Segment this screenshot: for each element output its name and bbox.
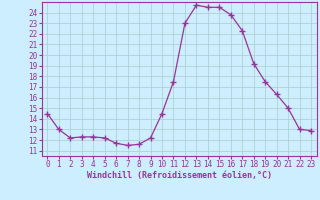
X-axis label: Windchill (Refroidissement éolien,°C): Windchill (Refroidissement éolien,°C) <box>87 171 272 180</box>
